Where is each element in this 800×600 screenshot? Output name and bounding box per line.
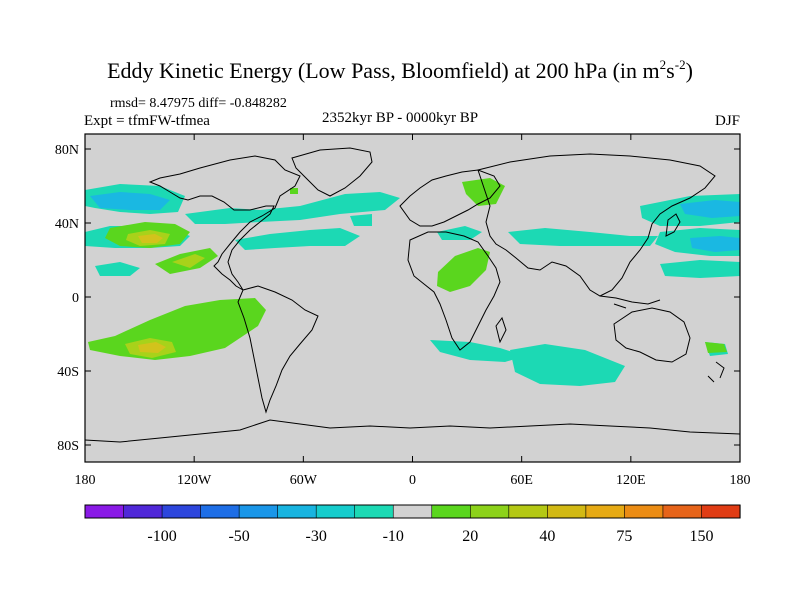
colorbar-label: -100 (147, 528, 176, 545)
colorbar-label: -30 (306, 528, 327, 545)
map-panel: 80N 40N 0 40S 80S 180 120W 60W 0 60E 120E 180 (55, 133, 751, 488)
field-eastern-pacific (95, 262, 140, 276)
colorbar-segment (238, 504, 279, 519)
field-north-america-band (185, 192, 400, 224)
colorbar-label: -50 (228, 528, 249, 545)
field-atlantic-east (350, 214, 372, 226)
colorbar-segment (84, 504, 125, 519)
map-background (85, 134, 740, 462)
field-north-africa-green (437, 248, 490, 292)
field-southern-ocean-indian (510, 344, 625, 386)
colorbar-segment (547, 504, 587, 519)
field-asia-band (508, 228, 658, 246)
field-pacific-blue-east (680, 200, 740, 218)
coastline-japan (665, 213, 681, 237)
coastline-south-america (237, 285, 319, 414)
energy-field (85, 178, 740, 386)
colorbar-label: -10 (383, 528, 404, 545)
coastlines (85, 147, 740, 443)
lon-tick-label: 120E (616, 473, 646, 488)
coastline-antarctica (85, 419, 740, 443)
lon-tick-label: 120W (177, 473, 212, 488)
colorbar-frame (84, 504, 741, 519)
field-pacific-blue-mid (690, 236, 740, 252)
lat-tick-label: 80N (55, 143, 79, 158)
season-label: DJF (714, 113, 740, 129)
colorbar-segment (508, 504, 548, 519)
colorbar-segment (161, 504, 202, 519)
coastline-asia (477, 153, 716, 297)
lat-tick-label: 80S (57, 439, 79, 454)
lon-tick-label: 60E (510, 473, 533, 488)
field-pacific-blue-west (90, 192, 170, 210)
colorbar-label: 40 (539, 528, 555, 545)
latitude-axis: 80N 40N 0 40S 80S (55, 143, 740, 454)
field-southern-ocean-africa (430, 340, 525, 362)
colorbar: -100 -50 -30 -10 20 40 75 150 (84, 504, 741, 545)
coastline-north-america (148, 155, 301, 291)
lon-tick-label: 180 (75, 473, 96, 488)
period-label: 2352kyr BP - 0000kyr BP (322, 110, 479, 126)
colorbar-segment (123, 504, 163, 519)
coastline-europe (399, 169, 501, 227)
colorbar-segment (200, 504, 240, 519)
colorbar-segment (354, 504, 394, 519)
colorbar-segment (662, 504, 703, 519)
colorbar-segment (585, 504, 626, 519)
coastline-madagascar (495, 316, 507, 344)
field-south-pacific-yellow-core (138, 342, 166, 353)
longitude-axis: 180 120W 60W 0 60E 120E 180 (75, 134, 751, 488)
plot-title: Eddy Kinetic Energy (Low Pass, Bloomfiel… (107, 57, 693, 83)
experiment-label: Expt = tfmFW-tfmea (84, 113, 210, 129)
lat-tick-label: 40S (57, 365, 79, 380)
field-tasman-green (705, 342, 727, 353)
lon-tick-label: 60W (290, 473, 318, 488)
field-pacific-30n (660, 260, 740, 278)
colorbar-label: 75 (616, 528, 632, 545)
colorbar-label: 20 (462, 528, 478, 545)
colorbar-segment (701, 504, 741, 519)
colorbar-segment (277, 504, 317, 519)
field-pacific-yellow-core (138, 234, 163, 243)
lon-tick-label: 0 (409, 473, 416, 488)
field-mediterranean (437, 226, 482, 240)
colorbar-segment (315, 504, 356, 519)
lon-tick-label: 180 (730, 473, 751, 488)
lat-tick-label: 40N (55, 217, 79, 232)
colorbar-segment (392, 504, 433, 519)
colorbar-label: 150 (689, 528, 713, 545)
coastline-africa (407, 231, 501, 351)
colorbar-segment (469, 504, 510, 519)
colorbar-segment (431, 504, 471, 519)
field-scandinavia-green (462, 178, 505, 206)
coastline-greenland (291, 147, 373, 197)
colorbar-segment (624, 504, 664, 519)
lat-tick-label: 0 (72, 291, 79, 306)
coastline-australia (613, 307, 691, 363)
statistics-label: rmsd= 8.47975 diff= -0.848282 (110, 96, 287, 111)
field-north-atlantic (235, 228, 360, 250)
coastline-new-zealand (707, 361, 725, 383)
field-subtropical-yellowgreen (172, 254, 205, 268)
coastline-indonesia (599, 295, 661, 309)
field-greenland-green (290, 188, 298, 194)
